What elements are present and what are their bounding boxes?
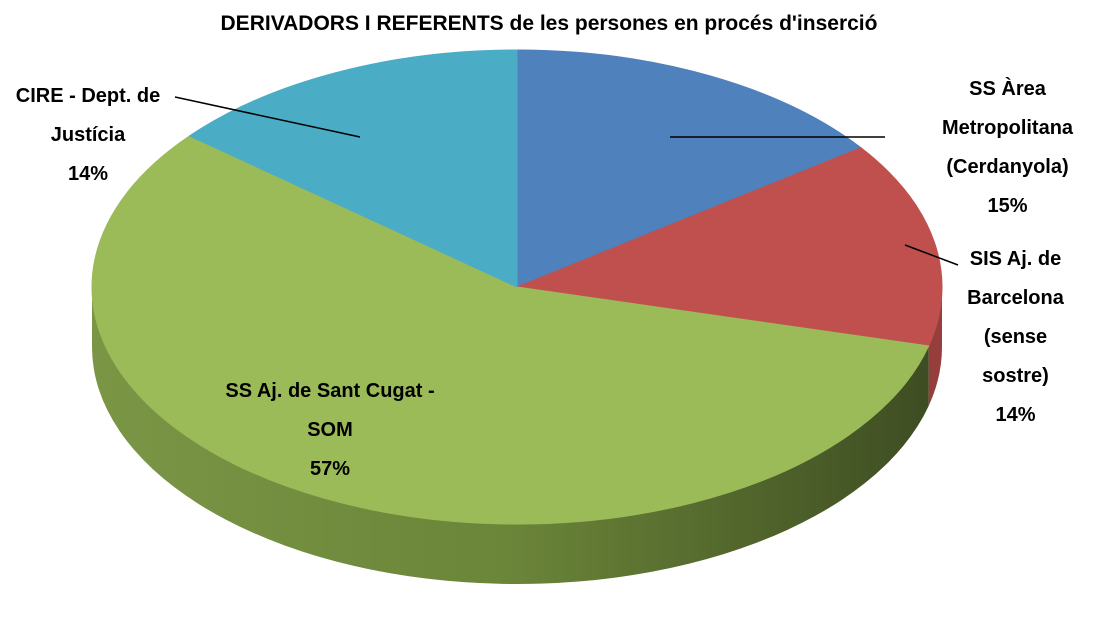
leader-line xyxy=(174,96,361,138)
value-label: 15% xyxy=(987,195,1028,217)
value-label: 14% xyxy=(67,163,109,185)
slice xyxy=(188,49,518,288)
data-label: CIRE - Dept. de Justícia 14% xyxy=(8,77,168,194)
leader-line xyxy=(904,244,959,266)
data-label: SIS Aj. de Barcelona (sense sostre) 14% xyxy=(958,240,1073,435)
data-label: SS Aj. de Sant Cugat - SOM 57% xyxy=(225,372,435,489)
slice xyxy=(515,147,943,347)
tops xyxy=(91,49,943,525)
slice xyxy=(91,135,930,525)
category-label: SS Aj. de Sant Cugat - SOM xyxy=(225,380,435,441)
value-label: 14% xyxy=(995,404,1036,426)
category-label: SS Àrea Metropolitana (Cerdanyola) xyxy=(941,78,1074,178)
slice-side xyxy=(92,287,929,584)
category-label: SIS Aj. de Barcelona (sense sostre) xyxy=(967,248,1064,387)
category-label: CIRE - Dept. de Justícia xyxy=(15,85,161,146)
value-label: 57% xyxy=(309,458,351,480)
data-label: SS Àrea Metropolitana (Cerdanyola) 15% xyxy=(920,70,1095,226)
chart-title: DERIVADORS I REFERENTS de les persones e… xyxy=(220,12,878,35)
slice xyxy=(516,49,862,288)
